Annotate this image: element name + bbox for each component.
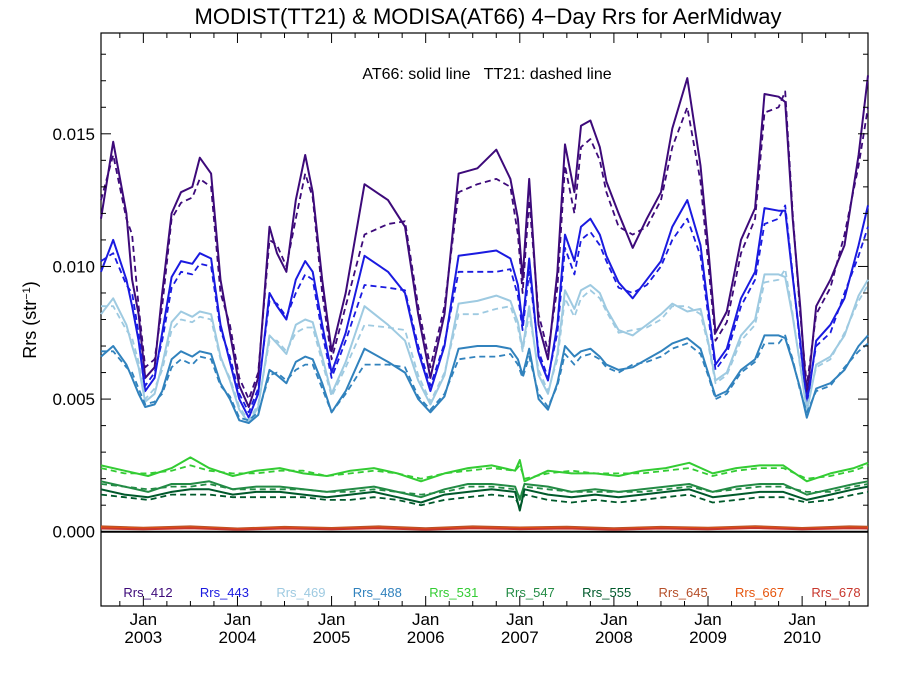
series-line-rrs-488-tt21 (101, 334, 869, 422)
legend-item-rrs-469: Rrs_469 (276, 585, 325, 600)
legend-item-rrs-443: Rrs_443 (200, 585, 249, 600)
x-tick-year-label: 2008 (595, 628, 633, 647)
legend: Rrs_412 Rrs_443 Rrs_469 Rrs_488 Rrs_531 Rrs_5… (123, 585, 860, 600)
x-tick-year-label: 2010 (783, 628, 821, 647)
y-tick-label: 0.015 (52, 125, 95, 144)
x-tick-month-label: Jan (788, 610, 815, 629)
legend-item-rrs-555: Rrs_555 (582, 585, 631, 600)
series-line-rrs-531 (100, 456, 869, 483)
series-line-rrs-412 (100, 75, 869, 408)
series-line-rrs-555-tt21 (100, 491, 869, 509)
x-tick-year-label: 2007 (501, 628, 539, 647)
x-axis-ticks: Jan2003Jan2004Jan2005Jan2006Jan2007Jan20… (119, 33, 850, 647)
series-line-rrs-412-tt21 (100, 90, 869, 401)
x-tick-month-label: Jan (506, 610, 533, 629)
x-tick-year-label: 2005 (313, 628, 351, 647)
series-line-rrs-547-tt21 (100, 483, 869, 499)
x-tick-month-label: Jan (224, 610, 251, 629)
series-line-rrs-678 (100, 527, 869, 531)
series-line-rrs-555 (100, 485, 869, 512)
series-line-rrs-469-tt21 (101, 268, 869, 422)
y-axis-label-exponent: −1 (21, 287, 33, 300)
y-axis-label: Rrs (str−1) (20, 281, 40, 359)
x-tick-month-label: Jan (318, 610, 345, 629)
x-tick-month-label: Jan (130, 610, 157, 629)
line-style-annotation: AT66: solid line TT21: dashed line (362, 66, 611, 83)
series-line-rrs-469 (100, 273, 869, 424)
y-axis-label-text: Rrs (str (20, 300, 40, 359)
x-tick-month-label: Jan (412, 610, 439, 629)
y-tick-label: 0.005 (52, 390, 95, 409)
y-tick-label: 0.000 (52, 523, 95, 542)
series-lines (100, 75, 869, 531)
x-tick-year-label: 2004 (219, 628, 257, 647)
legend-item-rrs-488: Rrs_488 (353, 585, 402, 600)
legend-item-rrs-531: Rrs_531 (429, 585, 478, 600)
x-tick-month-label: Jan (694, 610, 721, 629)
legend-item-rrs-645: Rrs_645 (659, 585, 708, 600)
y-axis-ticks: 0.000 0.005 0.010 0.015 (52, 53, 868, 542)
chart-title: MODIST(TT21) & MODISA(AT66) 4−Day Rrs fo… (195, 4, 782, 29)
series-line-rrs-531-tt21 (100, 464, 869, 480)
x-tick-month-label: Jan (600, 610, 627, 629)
y-tick-label: 0.010 (52, 257, 95, 276)
plot-frame (100, 32, 869, 607)
x-tick-year-label: 2006 (407, 628, 445, 647)
legend-item-rrs-678: Rrs_678 (811, 585, 860, 600)
legend-item-rrs-547: Rrs_547 (506, 585, 555, 600)
x-tick-year-label: 2009 (689, 628, 727, 647)
legend-item-rrs-412: Rrs_412 (123, 585, 172, 600)
series-line-rrs-443-tt21 (100, 204, 869, 414)
x-tick-year-label: 2003 (124, 628, 162, 647)
y-axis-label-close: ) (20, 281, 40, 287)
series-line-rrs-547 (100, 480, 869, 501)
series-line-rrs-443 (100, 199, 869, 419)
series-line-rrs-488 (100, 334, 869, 424)
legend-item-rrs-667: Rrs_667 (735, 585, 784, 600)
